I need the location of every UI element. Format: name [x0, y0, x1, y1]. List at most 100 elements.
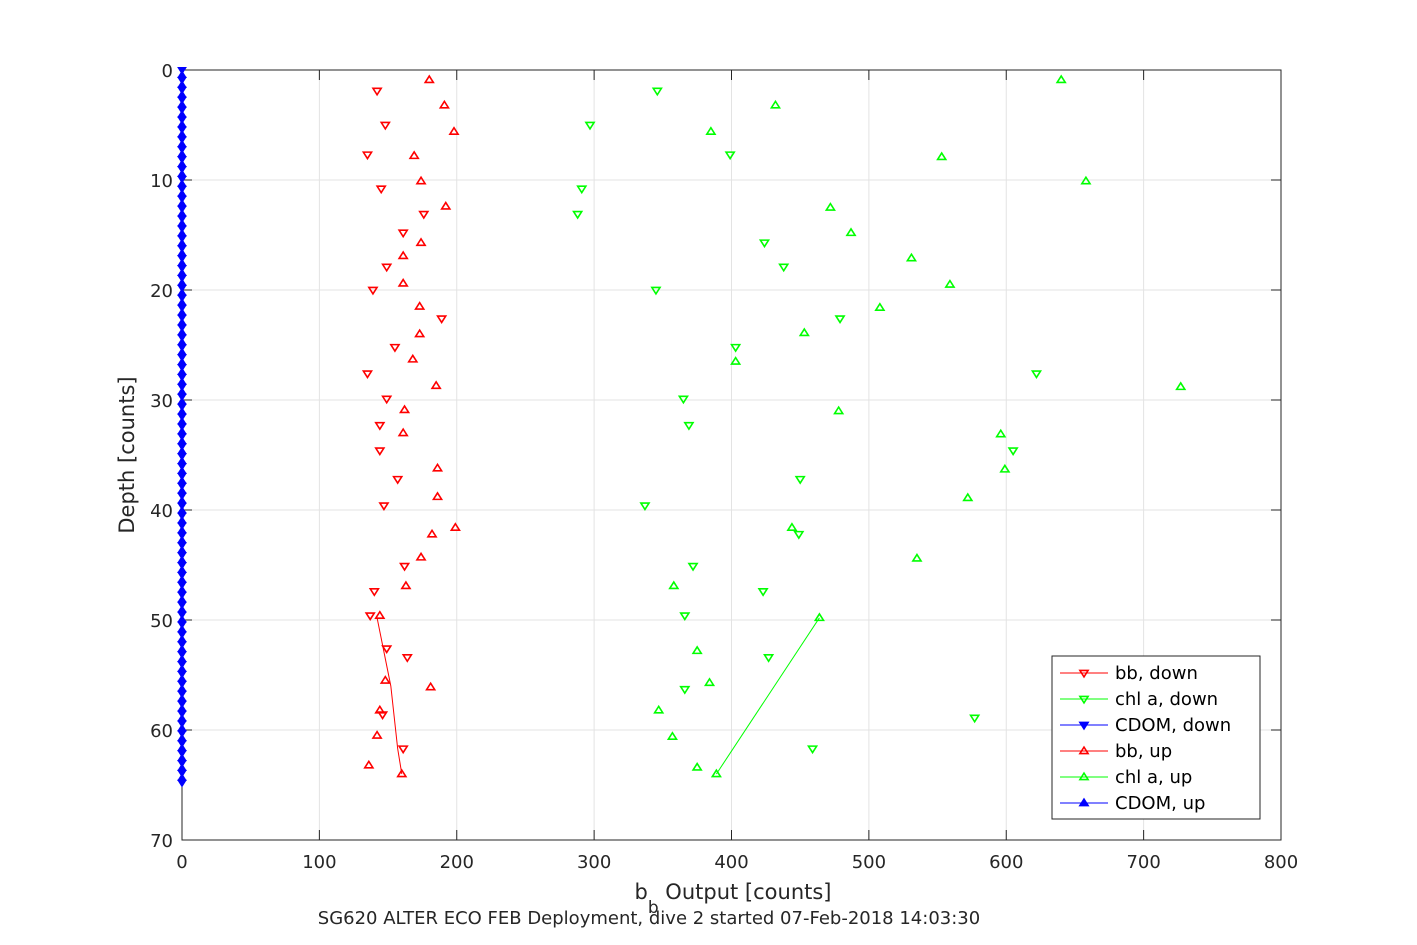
chl-a-down-marker	[576, 185, 588, 195]
bb-up-marker	[414, 301, 426, 310]
chl-a-down-marker	[730, 343, 742, 353]
chl-a-up-marker	[1175, 381, 1187, 391]
chl-a-up-marker	[653, 704, 665, 714]
bb-down-marker	[367, 286, 379, 296]
chl-a-up-marker	[824, 202, 836, 211]
cdom-markers	[177, 66, 187, 788]
bb-down-marker	[389, 343, 401, 353]
bb-up-marker	[415, 237, 427, 247]
chl-a-down-marker	[584, 121, 596, 131]
bb-up-marker	[374, 610, 386, 619]
bb-up-marker	[415, 551, 427, 561]
chl-a-down-marker	[807, 745, 819, 755]
chl-a-down-marker	[650, 286, 662, 296]
chl-a-up-marker	[710, 768, 722, 778]
chl-a-up-marker	[703, 677, 716, 687]
chl-a-up-marker	[962, 492, 974, 502]
bb-up-marker	[438, 99, 450, 109]
bb-down-marker	[361, 151, 373, 161]
bb-down-marker	[436, 315, 448, 324]
y-tick-label: 40	[150, 501, 173, 522]
bb-up-marker	[448, 126, 460, 135]
bb-up-marker	[363, 759, 375, 769]
bb-up-marker	[379, 675, 391, 684]
x-tick-label: 600	[989, 852, 1023, 873]
legend-label: CDOM, up	[1115, 793, 1205, 814]
x-tick-label: 200	[440, 852, 474, 873]
bb-up-marker	[396, 768, 408, 778]
legend-marker	[1078, 669, 1090, 679]
bb-down-marker	[399, 562, 411, 572]
chl-a-down-marker	[763, 654, 775, 663]
chl-a-up-marker	[1080, 175, 1092, 185]
legend-marker	[1078, 797, 1090, 807]
series-line	[376, 617, 403, 775]
bb-up-marker	[423, 74, 435, 84]
chl-a-down-marker	[677, 395, 689, 405]
bb-down-marker	[378, 502, 390, 511]
chl-a-down-marker	[1030, 370, 1043, 379]
bb-up-marker	[431, 491, 444, 501]
y-tick-label: 30	[150, 391, 173, 412]
chl-a-up-marker	[833, 405, 845, 415]
bb-up-marker	[400, 580, 412, 590]
bb-down-marker	[379, 121, 391, 131]
bb-down-marker	[371, 87, 383, 97]
y-tick-label: 0	[162, 61, 173, 82]
chl-a-up-marker	[668, 580, 680, 590]
bb-up-marker	[415, 175, 427, 185]
bb-down-marker	[381, 645, 393, 654]
legend-label: chl a, down	[1115, 689, 1218, 710]
chl-a-down-marker	[679, 612, 691, 621]
bb-down-marker	[381, 263, 393, 273]
y-tick-label: 60	[150, 721, 173, 742]
chl-a-down-marker	[793, 530, 805, 540]
chl-a-up-marker	[691, 645, 703, 655]
bb-down-marker	[374, 421, 386, 431]
chl-a-up-marker	[769, 99, 781, 109]
bb-up-marker	[426, 528, 438, 538]
chl-a-down-marker	[572, 210, 584, 220]
chl-a-up-marker	[936, 151, 948, 161]
chl-a-up-marker	[874, 302, 886, 311]
bb-down-marker	[381, 395, 393, 405]
bb-down-marker	[375, 185, 387, 195]
chl-a-up-marker	[999, 463, 1011, 473]
chl-a-down-marker	[757, 588, 769, 597]
chl-a-down-marker	[724, 151, 736, 161]
bb-down-marker	[392, 475, 404, 485]
bb-up-marker	[449, 522, 461, 531]
x-tick-label: 100	[302, 852, 336, 873]
x-axis-label: bb Output [counts]	[634, 880, 831, 918]
bb-up-marker	[408, 150, 420, 160]
legend-marker	[1078, 695, 1090, 705]
bb-up-marker	[440, 201, 452, 210]
legend-label: chl a, up	[1115, 767, 1192, 788]
bb-up-marker	[407, 353, 419, 363]
bb-up-marker	[397, 427, 409, 437]
chl-a-up-marker	[905, 252, 917, 262]
legend-marker	[1078, 721, 1090, 731]
bb-up-marker	[374, 704, 386, 714]
chl-a-up-marker	[705, 126, 717, 135]
cdom-down-marker	[177, 779, 187, 788]
chl-a-up-marker	[666, 731, 678, 740]
chl-a-up-marker	[911, 553, 923, 562]
chl-a-down-marker	[651, 87, 663, 97]
y-tick-label: 50	[150, 611, 173, 632]
chl-a-up-marker	[786, 522, 798, 531]
bb-down-marker	[368, 588, 380, 597]
legend-box	[1051, 655, 1261, 820]
x-tick-label: 500	[852, 852, 886, 873]
bb-up-marker	[371, 730, 383, 739]
chl-a-down-marker	[639, 502, 651, 511]
legend-marker	[1078, 771, 1090, 781]
chl-a-down-marker	[778, 263, 790, 273]
chl-a-down-marker	[834, 315, 846, 324]
bb-down-marker	[418, 210, 430, 220]
bb-down-marker	[361, 370, 373, 379]
bb-up-marker	[397, 278, 409, 287]
bb-up-marker	[397, 250, 409, 260]
chl-a-down-marker	[758, 239, 771, 249]
chl-a-up-marker	[730, 356, 742, 365]
